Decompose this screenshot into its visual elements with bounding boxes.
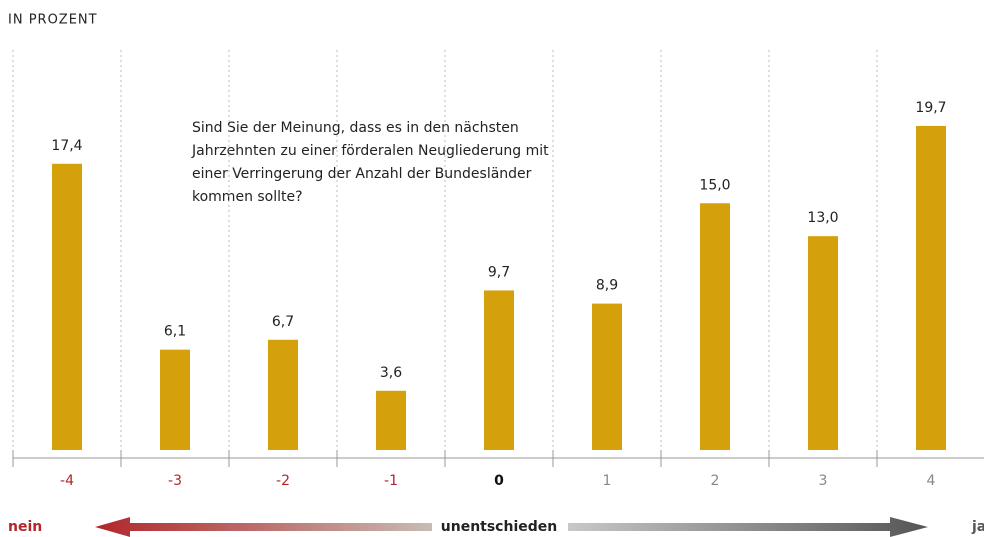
value-label: 19,7 (915, 100, 946, 116)
scale-left-label: nein (8, 519, 42, 535)
x-tick-label: 2 (711, 473, 720, 489)
annotation: Sind Sie der Meinung, dass es in den näc… (191, 120, 549, 205)
x-tick-label: -1 (384, 473, 398, 489)
annotation-line: Jahrzehnten zu einer förderalen Neuglied… (191, 143, 549, 159)
x-tick-label: 1 (603, 473, 612, 489)
value-label: 6,7 (272, 314, 294, 330)
bar (484, 290, 514, 450)
bar (376, 390, 406, 450)
bar (700, 203, 730, 450)
x-tick-label: -4 (60, 473, 74, 489)
scale-middle-label: unentschieden (441, 519, 557, 535)
bar (160, 349, 190, 450)
x-tick-label: 4 (927, 473, 936, 489)
value-label: 17,4 (51, 138, 82, 154)
annotation-line: einer Verringerung der Anzahl der Bundes… (192, 166, 532, 182)
arrow-left (95, 517, 432, 537)
x-tick-label: 0 (494, 473, 504, 489)
value-label: 15,0 (699, 177, 730, 193)
chart-title: IN PROZENT (8, 13, 98, 28)
value-label: 3,6 (380, 365, 402, 381)
bar (592, 303, 622, 450)
x-tick-label: -3 (168, 473, 182, 489)
x-tick-label: -2 (276, 473, 290, 489)
bar (52, 163, 82, 450)
annotation-line: Sind Sie der Meinung, dass es in den näc… (192, 120, 519, 136)
annotation-line: kommen sollte? (192, 189, 303, 205)
scale-right-label: ja (971, 519, 984, 535)
value-label: 8,9 (596, 278, 618, 294)
bar (808, 236, 838, 450)
arrow-right (568, 517, 928, 537)
value-label: 9,7 (488, 264, 510, 280)
value-label: 6,1 (164, 324, 186, 340)
x-tick-label: 3 (819, 473, 828, 489)
bar (268, 339, 298, 450)
value-label: 13,0 (807, 210, 838, 226)
bar (916, 125, 946, 450)
